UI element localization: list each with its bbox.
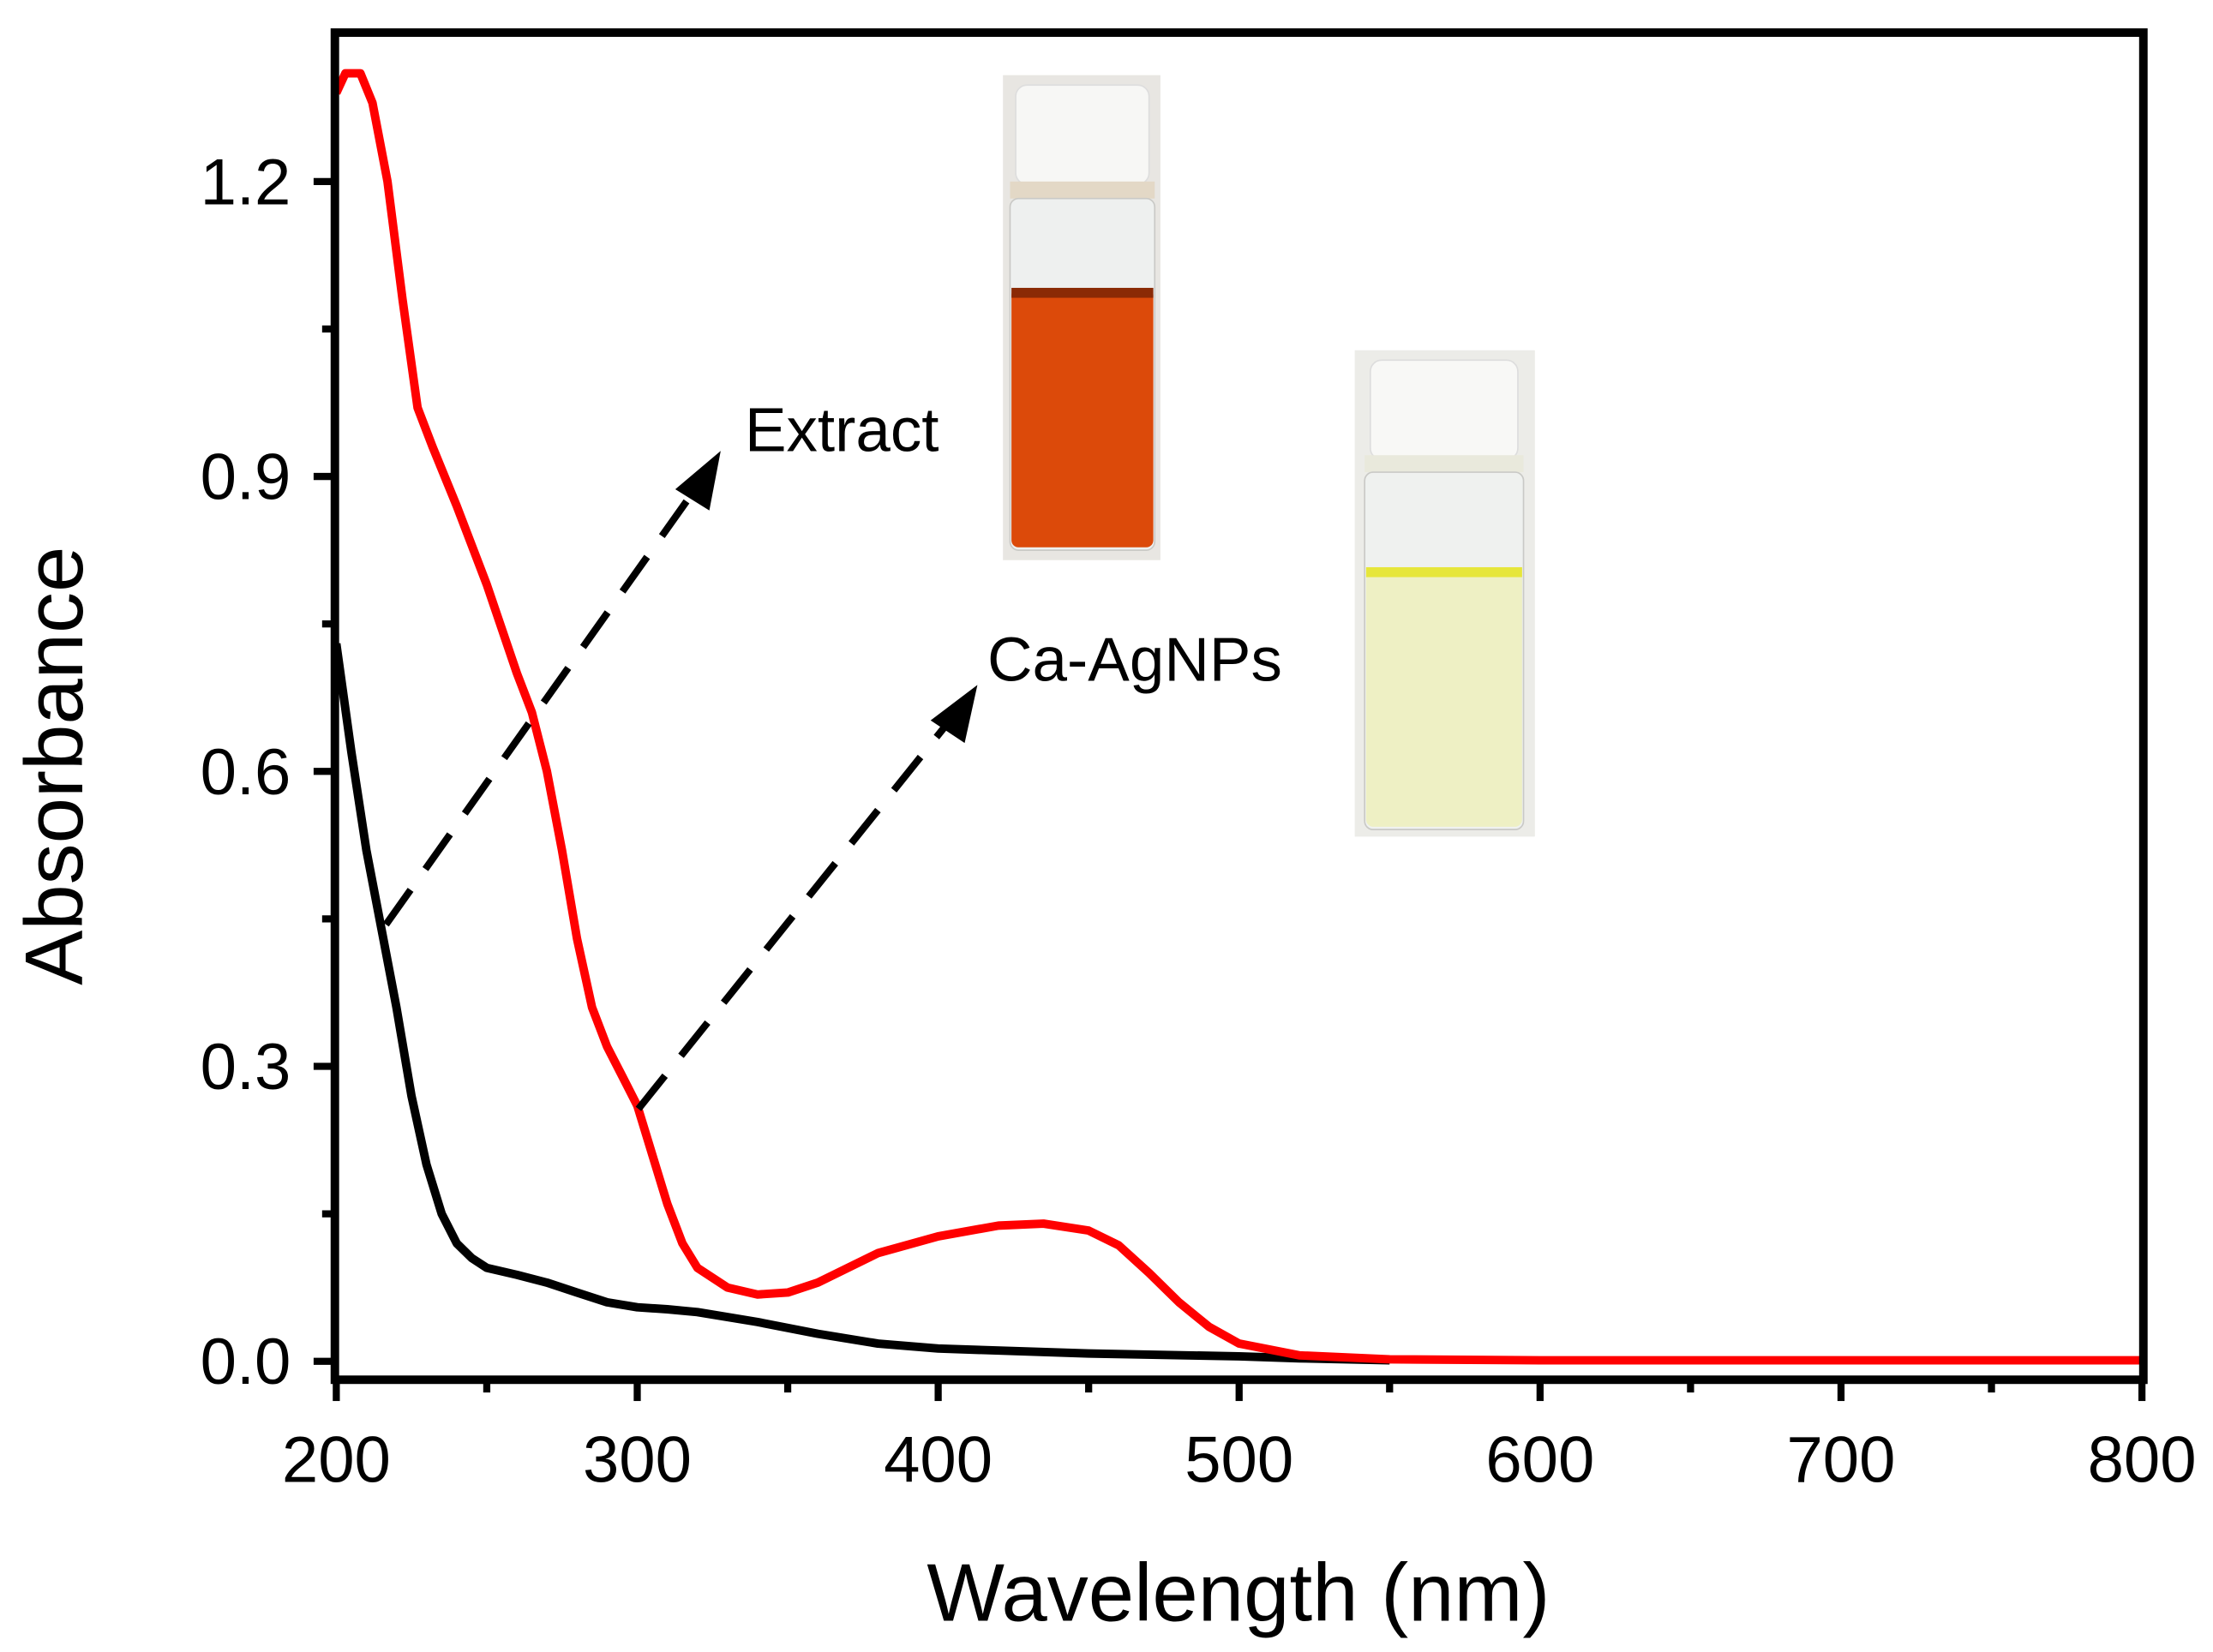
annotation-ca-agnps: Ca-AgNPs	[987, 625, 1282, 694]
y-tick-label: 0.6	[201, 736, 291, 809]
x-tick-label: 800	[2088, 1423, 2197, 1496]
x-tick-label: 700	[1786, 1423, 1895, 1496]
ticks-layer: 200 300 400 500 600 700 800 0.0 0.3 0.6 0.9 1.2	[201, 146, 2197, 1496]
x-tick-label: 500	[1184, 1423, 1293, 1496]
y-tick-label: 0.9	[201, 441, 291, 514]
y-tick-label: 1.2	[201, 146, 291, 218]
x-tick-label: 300	[583, 1423, 692, 1496]
x-tick-label: 400	[884, 1423, 993, 1496]
series-extract	[332, 69, 2143, 1365]
y-tick-label: 0.3	[201, 1031, 291, 1104]
extract-arrow	[382, 451, 721, 927]
x-tick-label: 200	[282, 1423, 391, 1496]
plot-frame	[330, 28, 2148, 1385]
series-ca-agnps	[332, 643, 1390, 1365]
ca-agnps-arrow	[635, 685, 978, 1111]
annotation-extract: Extract	[745, 395, 939, 464]
x-axis-label: Wavelength (nm)	[927, 1547, 1550, 1639]
x-tick-label: 600	[1485, 1423, 1594, 1496]
extract-vial-photo	[1003, 75, 1160, 560]
y-axis-label: Absorbance	[9, 547, 100, 985]
y-tick-label: 0.0	[201, 1326, 291, 1398]
curves-layer	[332, 69, 2143, 1365]
ca-agnps-vial-photo	[1354, 350, 1535, 837]
